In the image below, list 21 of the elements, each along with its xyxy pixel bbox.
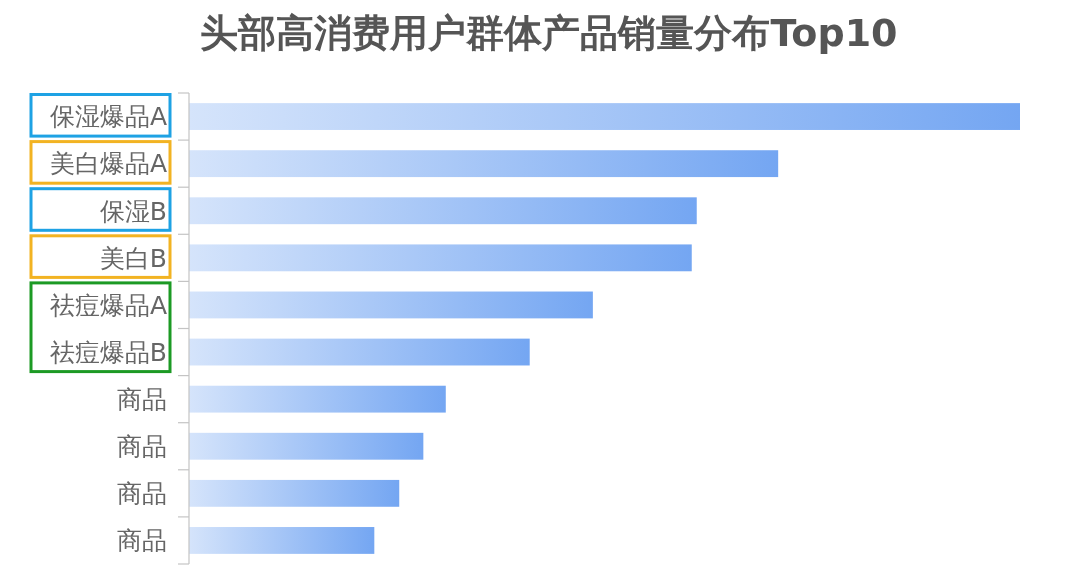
y-tick-label: 保湿B	[99, 196, 167, 226]
y-tick-label: 美白爆品A	[49, 149, 167, 179]
chart-title: 头部高消费用户群体产品销量分布Top10	[200, 11, 898, 55]
y-tick-label: 商品	[117, 526, 167, 556]
bar	[189, 291, 593, 319]
y-tick-label: 祛痘爆品B	[49, 337, 167, 367]
y-tick-label: 保湿爆品A	[49, 102, 167, 132]
bar	[189, 197, 697, 225]
y-tick-label: 商品	[117, 479, 167, 509]
bar	[189, 338, 530, 366]
y-tick-label: 商品	[117, 384, 167, 414]
bar	[189, 432, 424, 460]
y-tick-label: 商品	[117, 432, 167, 461]
bar	[189, 385, 446, 413]
y-tick-label: 祛痘爆品A	[49, 290, 167, 320]
bar	[189, 527, 375, 554]
bar	[189, 103, 1020, 130]
bar	[189, 150, 779, 178]
bar	[189, 479, 400, 507]
y-tick-label: 美白B	[99, 243, 167, 273]
bar	[189, 244, 692, 272]
